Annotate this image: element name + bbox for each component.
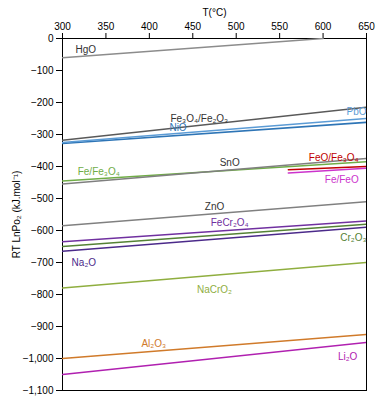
- svg-text:−700: −700: [31, 257, 54, 268]
- svg-text:FeO/Fe₃O₄: FeO/Fe₃O₄: [309, 152, 359, 163]
- svg-text:400: 400: [141, 21, 158, 32]
- svg-text:PbO: PbO: [346, 106, 366, 117]
- svg-text:RT LnPo₂ (kJ.mol⁻¹): RT LnPo₂ (kJ.mol⁻¹): [11, 171, 22, 259]
- svg-text:450: 450: [184, 21, 201, 32]
- svg-text:300: 300: [54, 21, 71, 32]
- svg-text:−500: −500: [31, 193, 54, 204]
- svg-text:600: 600: [315, 21, 332, 32]
- svg-text:0: 0: [48, 33, 54, 44]
- svg-text:500: 500: [228, 21, 245, 32]
- svg-text:SnO: SnO: [220, 157, 240, 168]
- svg-text:HgO: HgO: [76, 44, 97, 55]
- svg-text:−800: −800: [31, 289, 54, 300]
- svg-text:Fe₃O₄/Fe₂O₃: Fe₃O₄/Fe₂O₃: [170, 112, 229, 124]
- svg-text:−600: −600: [31, 225, 54, 236]
- svg-text:ZnO: ZnO: [205, 201, 225, 212]
- svg-text:−1,000: −1,000: [23, 353, 54, 364]
- svg-text:NaCrO₂: NaCrO₂: [197, 284, 232, 295]
- svg-text:−200: −200: [31, 97, 54, 108]
- svg-text:−300: −300: [31, 129, 54, 140]
- svg-text:Fe/Fe₃O₄: Fe/Fe₃O₄: [78, 166, 120, 177]
- svg-text:Fe/FeO: Fe/FeO: [325, 174, 359, 185]
- svg-text:Na₂O: Na₂O: [72, 257, 97, 268]
- svg-text:−900: −900: [31, 321, 54, 332]
- svg-text:Al₂O₃: Al₂O₃: [141, 338, 166, 349]
- svg-text:−100: −100: [31, 65, 54, 76]
- svg-text:650: 650: [358, 21, 375, 32]
- svg-text:550: 550: [271, 21, 288, 32]
- svg-text:−1,100: −1,100: [23, 385, 54, 396]
- svg-text:Cr₂O₃: Cr₂O₃: [340, 232, 366, 243]
- svg-text:T(°C): T(°C): [203, 7, 227, 18]
- svg-text:Li₂O: Li₂O: [338, 351, 358, 362]
- svg-text:FeCr₂O₄: FeCr₂O₄: [211, 217, 249, 228]
- svg-text:350: 350: [98, 21, 115, 32]
- svg-text:−400: −400: [31, 161, 54, 172]
- svg-text:NiO: NiO: [169, 122, 186, 133]
